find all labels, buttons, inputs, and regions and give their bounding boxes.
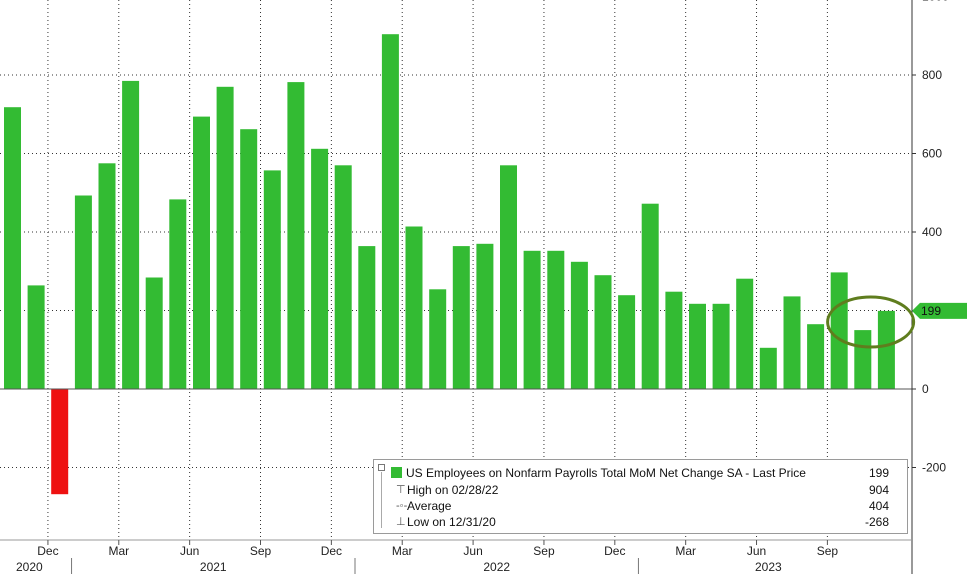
- x-tick-label: Dec: [321, 544, 342, 558]
- x-tick-label: Dec: [604, 544, 625, 558]
- bar: [452, 246, 470, 389]
- bar: [759, 347, 777, 389]
- x-year-label: 2020: [16, 560, 43, 574]
- x-tick-label: Dec: [37, 544, 58, 558]
- bar: [263, 170, 281, 389]
- bar: [500, 165, 517, 389]
- x-tick-label: Mar: [675, 544, 696, 558]
- bar: [169, 199, 187, 389]
- bar: [98, 163, 116, 389]
- last-price-tag: [912, 302, 967, 319]
- x-tick-label: Jun: [747, 544, 766, 558]
- bar: [641, 203, 659, 389]
- bar: [429, 289, 447, 389]
- x-tick-label: Sep: [533, 544, 555, 558]
- x-tick-label: Sep: [817, 544, 839, 558]
- legend-low-value: -268: [864, 515, 889, 529]
- bar: [877, 310, 895, 389]
- bar: [830, 272, 848, 389]
- legend-high-value: 904: [868, 483, 889, 497]
- legend-low-row: ⊥ Low on 12/31/20 -268: [374, 514, 907, 530]
- x-year-label: 2021: [200, 560, 227, 574]
- legend-collapse-icon[interactable]: [378, 464, 385, 471]
- legend-low-label: Low on 12/31/20: [407, 515, 496, 529]
- legend-series-name: US Employees on Nonfarm Payrolls Total M…: [406, 466, 806, 480]
- bar: [476, 243, 494, 389]
- bar: [405, 226, 423, 389]
- bar: [74, 195, 92, 389]
- chart-legend: US Employees on Nonfarm Payrolls Total M…: [373, 459, 908, 534]
- y-tick-label: 1000: [922, 0, 949, 4]
- bar: [4, 107, 21, 389]
- last-price-label: 199: [921, 304, 941, 318]
- x-tick-label: Jun: [463, 544, 482, 558]
- legend-average-label: Average: [407, 499, 452, 513]
- y-tick-label: 800: [922, 68, 942, 82]
- high-marker-icon: ⊤: [396, 484, 406, 496]
- bar: [216, 86, 234, 390]
- bar: [783, 296, 801, 389]
- bar: [381, 34, 399, 389]
- legend-high-row: ⊤ High on 02/28/22 904: [374, 482, 907, 498]
- average-marker-icon: -◦-: [396, 500, 408, 512]
- legend-tree-line: [381, 472, 382, 528]
- y-tick-label: -200: [922, 461, 946, 475]
- bar: [287, 82, 305, 389]
- bar: [854, 330, 872, 389]
- y-tick-label: 400: [922, 225, 942, 239]
- y-tick-label: 0: [922, 382, 929, 396]
- bar: [51, 389, 69, 495]
- legend-high-label: High on 02/28/22: [407, 483, 499, 497]
- x-tick-label: Mar: [108, 544, 129, 558]
- bar: [122, 80, 140, 390]
- bar: [665, 291, 683, 389]
- bar: [736, 278, 754, 389]
- legend-last-value: 199: [868, 466, 889, 480]
- bar: [27, 285, 45, 389]
- highlight-circle: [826, 295, 916, 349]
- bar: [193, 116, 210, 389]
- legend-average-value: 404: [868, 499, 889, 513]
- bar: [712, 303, 730, 389]
- bar: [311, 148, 329, 389]
- legend-series-row: US Employees on Nonfarm Payrolls Total M…: [374, 465, 907, 481]
- x-year-label: 2023: [755, 560, 782, 574]
- bar: [807, 324, 825, 389]
- bar: [689, 303, 706, 389]
- bar: [240, 129, 258, 389]
- bar: [334, 165, 352, 389]
- x-tick-label: Jun: [180, 544, 199, 558]
- bar: [618, 295, 636, 389]
- bar: [570, 261, 588, 389]
- bar: [523, 250, 541, 389]
- legend-average-row: -◦- Average 404: [374, 498, 907, 514]
- bar: [145, 277, 163, 389]
- y-tick-label: 600: [922, 147, 942, 161]
- low-marker-icon: ⊥: [396, 516, 406, 528]
- legend-swatch: [391, 467, 402, 478]
- bar: [594, 275, 612, 389]
- bar: [547, 250, 565, 389]
- x-tick-label: Sep: [250, 544, 272, 558]
- bar: [358, 246, 376, 389]
- x-tick-label: Mar: [392, 544, 413, 558]
- x-year-label: 2022: [483, 560, 510, 574]
